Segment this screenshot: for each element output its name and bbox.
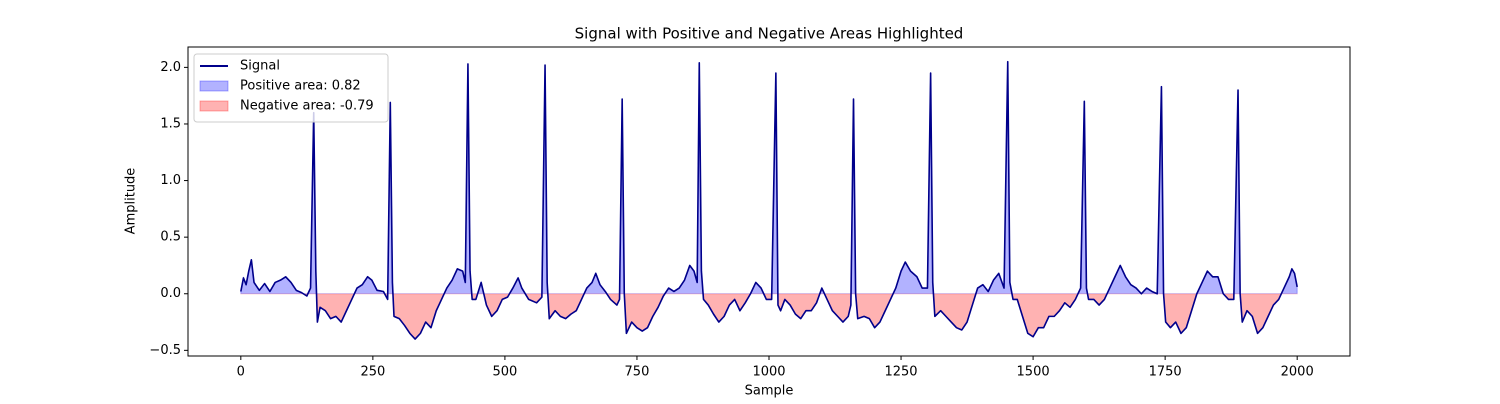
legend-label: Positive area: 0.82 [240, 79, 361, 94]
x-tick-label: 2000 [1281, 365, 1314, 380]
y-axis-label: Amplitude [124, 168, 139, 235]
signal-line [240, 60, 1298, 340]
y-tick-label: 0.0 [160, 286, 181, 301]
x-tick-label: 1000 [752, 365, 785, 380]
legend-patch [199, 80, 229, 92]
y-tick-label: 1.0 [160, 173, 181, 188]
x-axis-label: Sample [745, 384, 794, 399]
y-tick-label: 0.5 [160, 230, 181, 245]
x-tick-label: 1750 [1149, 365, 1182, 380]
legend-label: Signal [240, 59, 280, 74]
legend-patch [199, 100, 229, 112]
x-tick-label: 750 [625, 365, 650, 380]
x-tick-label: 0 [237, 365, 245, 380]
plot-frame [187, 46, 1351, 357]
legend: Signal Positive area: 0.82 Negative area: … [193, 53, 389, 123]
legend-label: Negative area: -0.79 [240, 99, 374, 114]
y-tick-label: −0.5 [149, 343, 181, 358]
y-tick-label: 2.0 [160, 60, 181, 75]
x-tick-label: 250 [360, 365, 385, 380]
y-tick-label: 1.5 [160, 116, 181, 131]
x-tick-label: 500 [492, 365, 517, 380]
chart-title: Signal with Positive and Negative Areas … [575, 25, 964, 43]
fill-area [240, 293, 1298, 340]
x-tick-label: 1250 [884, 365, 917, 380]
legend-box [193, 53, 389, 123]
x-tick-label: 1500 [1017, 365, 1050, 380]
